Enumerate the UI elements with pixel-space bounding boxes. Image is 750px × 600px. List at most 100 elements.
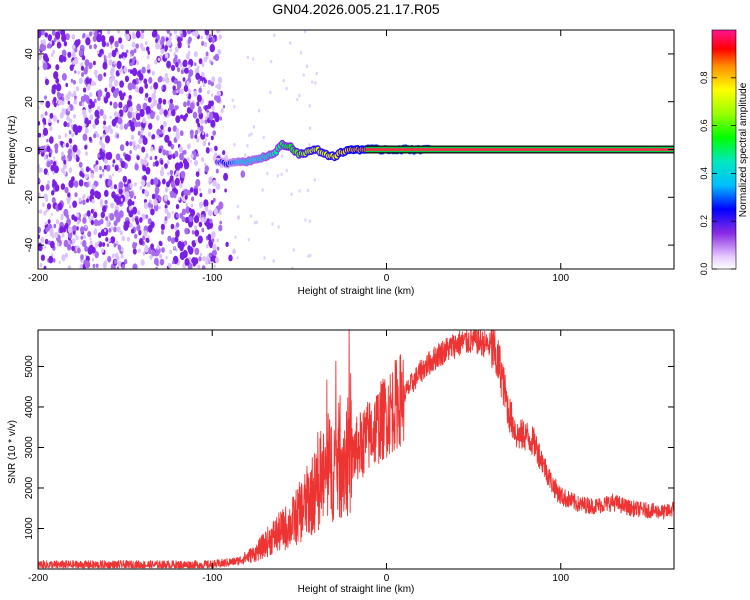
noise-cell [175, 248, 178, 252]
noise-cell [148, 76, 153, 84]
noise-cell [194, 134, 198, 139]
noise-cell [193, 188, 198, 196]
noise-cell [129, 222, 133, 229]
y-tick-label: 1000 [24, 517, 35, 540]
noise-cell [174, 150, 179, 158]
noise-cell [106, 243, 110, 248]
noise-cell [308, 126, 312, 130]
noise-cell [163, 194, 169, 202]
noise-cell [146, 238, 150, 243]
noise-cell [195, 171, 200, 178]
noise-cell [165, 76, 170, 84]
noise-cell [141, 146, 146, 153]
noise-cell [114, 79, 119, 87]
y-tick-label: 4000 [24, 395, 35, 418]
noise-cell [139, 185, 143, 191]
noise-cell [90, 80, 95, 87]
noise-cell [207, 234, 212, 241]
x-tick-label: 0 [384, 273, 390, 284]
noise-cell [131, 112, 135, 118]
noise-cell [240, 170, 246, 178]
noise-cell [45, 184, 50, 191]
noise-cell [97, 89, 103, 98]
noise-cell [181, 208, 186, 216]
noise-cell [183, 240, 188, 246]
noise-cell [185, 206, 191, 214]
noise-cell [211, 105, 215, 111]
noise-cell [138, 73, 144, 81]
noise-cell [105, 55, 108, 59]
spectrogram-marks [38, 30, 674, 269]
noise-cell [203, 79, 207, 84]
noise-cell [155, 38, 158, 44]
noise-cell [118, 54, 122, 59]
noise-cell [280, 154, 284, 158]
noise-cell [129, 58, 133, 63]
noise-cell [78, 101, 83, 107]
noise-cell [174, 162, 180, 171]
noise-cell [48, 255, 54, 264]
noise-cell [107, 30, 111, 35]
noise-cell [302, 73, 305, 77]
noise-cell [56, 242, 60, 247]
noise-cell [43, 155, 47, 160]
noise-cell [82, 87, 87, 93]
noise-cell [113, 243, 117, 248]
noise-cell [185, 202, 188, 207]
noise-cell [214, 53, 220, 62]
noise-cell [147, 224, 153, 233]
noise-cell [102, 242, 106, 247]
noise-cell [67, 199, 70, 205]
noise-cell [193, 90, 198, 97]
noise-cell [150, 208, 155, 216]
noise-cell [173, 30, 178, 35]
noise-cell [85, 225, 87, 229]
noise-cell [122, 175, 128, 183]
noise-cell [194, 159, 198, 167]
noise-cell [236, 204, 239, 209]
noise-cell [169, 169, 174, 176]
noise-cell [110, 225, 114, 230]
noise-cell [156, 114, 160, 121]
noise-cell [120, 246, 124, 252]
noise-cell [188, 215, 193, 223]
noise-cell [93, 133, 97, 139]
noise-cell [108, 59, 113, 66]
noise-cell [185, 113, 188, 118]
noise-cell [88, 120, 92, 124]
noise-cell [50, 212, 53, 216]
x-tick-label: 100 [552, 273, 569, 284]
noise-cell [89, 92, 93, 98]
noise-cell [198, 201, 204, 209]
noise-cell [174, 177, 180, 186]
noise-cell [71, 245, 75, 252]
noise-cell [164, 216, 168, 221]
noise-cell [112, 265, 116, 269]
noise-cell [166, 160, 170, 165]
noise-cell [60, 140, 64, 146]
noise-cell [147, 131, 152, 137]
noise-cell [161, 77, 165, 82]
noise-cell [181, 216, 186, 223]
noise-cell [150, 243, 155, 250]
noise-cell [164, 111, 168, 116]
noise-cell [103, 120, 107, 126]
noise-cell [158, 206, 161, 210]
noise-cell [314, 81, 317, 85]
noise-cell [97, 73, 103, 82]
noise-cell [199, 252, 203, 257]
noise-cell [108, 227, 112, 233]
noise-cell [49, 126, 53, 132]
noise-cell [166, 200, 170, 206]
noise-cell [188, 64, 191, 69]
noise-cell [113, 184, 117, 190]
noise-cell [189, 187, 194, 193]
noise-cell [180, 253, 185, 260]
noise-cell [169, 98, 173, 104]
noise-cell [262, 135, 265, 140]
noise-cell [93, 229, 97, 236]
noise-cell [47, 219, 51, 224]
noise-cell [185, 53, 190, 60]
noise-cell [137, 130, 141, 136]
noise-cell [102, 133, 105, 138]
